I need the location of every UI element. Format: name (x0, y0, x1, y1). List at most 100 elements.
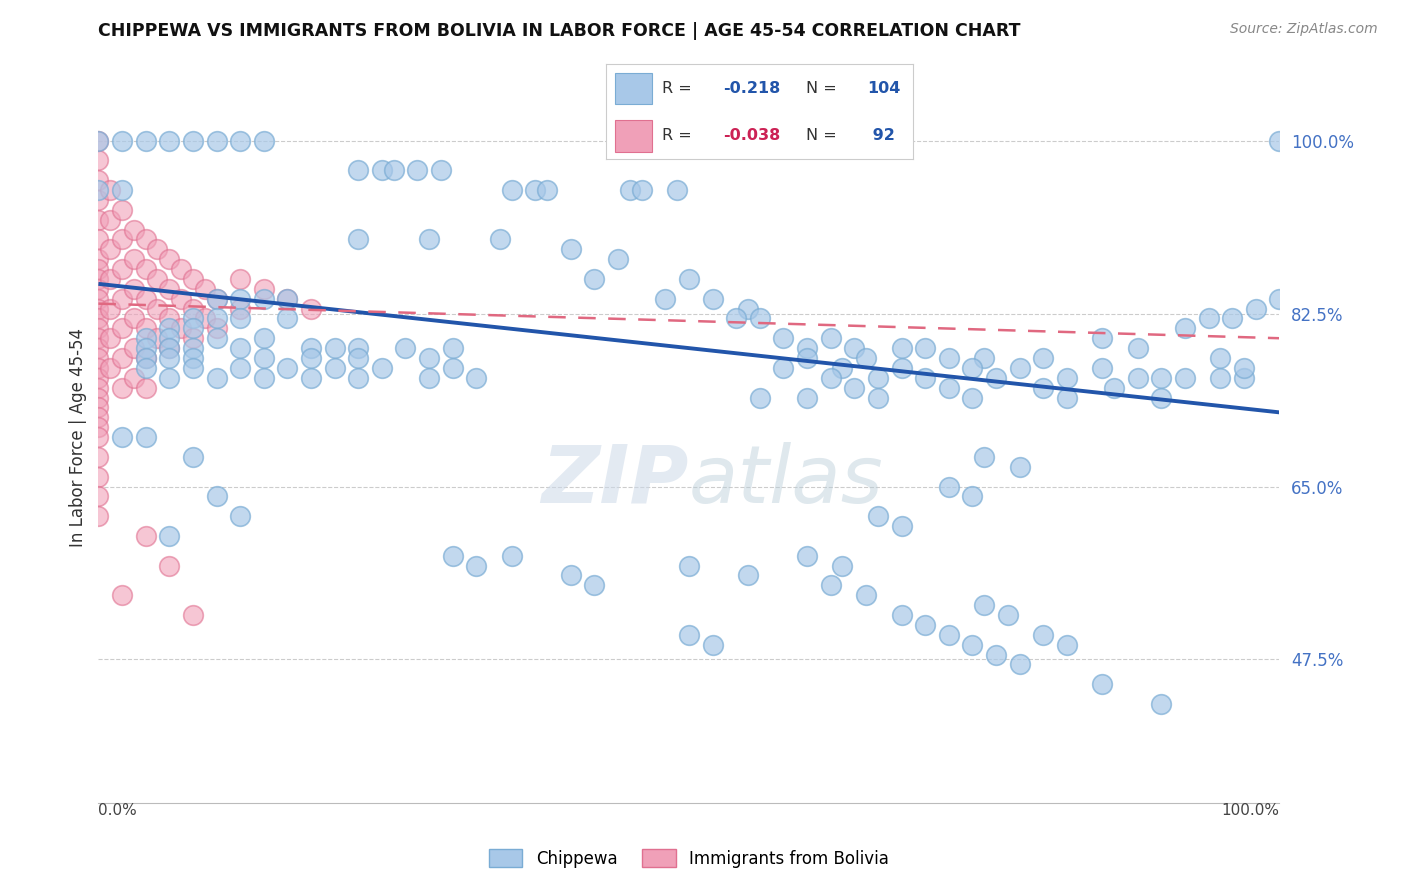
Point (135, 262, 157, 277)
Point (135, 341, 157, 355)
Point (205, 134, 228, 148)
Point (135, 351, 157, 365)
Point (914, 341, 936, 355)
Point (205, 331, 228, 345)
Point (181, 321, 204, 335)
Point (111, 292, 134, 306)
Point (702, 638, 724, 652)
Point (111, 202, 134, 217)
Point (181, 311, 204, 326)
Point (181, 301, 204, 316)
Point (87, 341, 110, 355)
Point (205, 489, 228, 503)
Point (1091, 677, 1114, 691)
Point (87, 134, 110, 148)
Point (87, 410, 110, 425)
Point (501, 549, 523, 563)
Point (962, 360, 984, 375)
Point (1268, 134, 1291, 148)
Point (157, 321, 180, 335)
Point (418, 232, 440, 246)
Point (157, 341, 180, 355)
Point (1091, 360, 1114, 375)
Point (347, 163, 370, 178)
Point (1126, 341, 1149, 355)
Point (122, 341, 145, 355)
Point (406, 163, 429, 178)
Point (938, 381, 960, 395)
Point (489, 232, 512, 246)
Text: ZIP: ZIP (541, 442, 689, 520)
Point (98, 331, 121, 345)
Point (87, 391, 110, 405)
Point (157, 341, 180, 355)
Point (87, 450, 110, 464)
Text: Source: ZipAtlas.com: Source: ZipAtlas.com (1230, 22, 1378, 37)
Point (371, 360, 394, 375)
Point (748, 391, 770, 405)
Point (938, 351, 960, 365)
Point (619, 183, 641, 197)
Text: 0.0%: 0.0% (98, 803, 138, 818)
Point (1008, 360, 1031, 375)
Point (820, 371, 842, 385)
Point (418, 351, 440, 365)
Point (382, 163, 405, 178)
Point (725, 311, 748, 326)
Point (430, 163, 453, 178)
Point (938, 479, 960, 493)
Point (890, 607, 912, 622)
Point (465, 371, 488, 385)
Point (111, 430, 134, 444)
Point (1220, 311, 1243, 326)
Point (1174, 371, 1197, 385)
Point (111, 321, 134, 335)
Point (229, 341, 252, 355)
Point (973, 450, 995, 464)
Point (122, 252, 145, 267)
Point (1032, 381, 1054, 395)
Point (181, 272, 204, 286)
Point (157, 331, 180, 345)
Point (157, 282, 180, 296)
Point (87, 430, 110, 444)
Point (1056, 371, 1078, 385)
Point (229, 360, 252, 375)
Point (135, 351, 157, 365)
Point (962, 489, 984, 503)
Point (135, 292, 157, 306)
Point (772, 331, 794, 345)
Point (560, 242, 582, 256)
Point (229, 301, 252, 316)
Point (87, 311, 110, 326)
Point (323, 341, 346, 355)
Point (984, 648, 1007, 662)
Point (157, 252, 180, 267)
Point (87, 193, 110, 207)
Point (347, 351, 370, 365)
Point (1198, 311, 1220, 326)
Point (111, 588, 134, 602)
Point (181, 134, 204, 148)
Text: CHIPPEWA VS IMMIGRANTS FROM BOLIVIA IN LABOR FORCE | AGE 45-54 CORRELATION CHART: CHIPPEWA VS IMMIGRANTS FROM BOLIVIA IN L… (98, 22, 1021, 40)
Point (205, 292, 228, 306)
Point (583, 578, 606, 592)
Point (1056, 391, 1078, 405)
Point (866, 391, 889, 405)
Point (87, 381, 110, 395)
Point (122, 222, 145, 236)
Point (146, 331, 169, 345)
Point (205, 292, 228, 306)
Y-axis label: In Labor Force | Age 45-54: In Labor Force | Age 45-54 (69, 327, 87, 547)
Point (1268, 292, 1291, 306)
Point (87, 371, 110, 385)
Point (560, 568, 582, 582)
Point (111, 232, 134, 246)
Point (678, 558, 700, 573)
Point (748, 311, 770, 326)
Point (796, 351, 818, 365)
Point (890, 360, 912, 375)
Point (1150, 391, 1173, 405)
Point (111, 262, 134, 277)
Point (938, 628, 960, 642)
